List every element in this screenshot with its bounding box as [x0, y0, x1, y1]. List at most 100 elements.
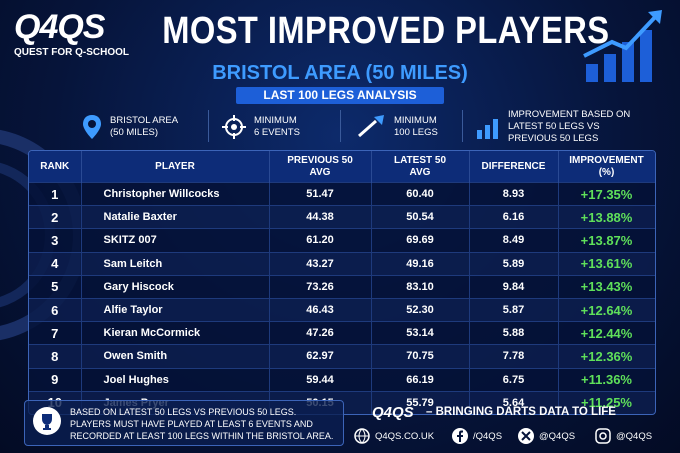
criterion: MINIMUM 100 LEGS [356, 110, 438, 144]
cell: Joel Hughes [81, 367, 270, 392]
pin-icon [83, 115, 101, 139]
header-line: PREVIOUS 50 [287, 154, 353, 166]
table: RANK PLAYER PREVIOUS 50 AVG LATEST 50 AVG DIFF… [28, 150, 656, 415]
criterion-line: PREVIOUS 50 LEGS [508, 133, 599, 144]
separator [340, 110, 341, 142]
table-row: 3 SKITZ 007 61.20 69.69 8.49 +13.87% [29, 228, 655, 253]
header-line: PLAYER [155, 160, 195, 172]
cell: 5.88 [469, 321, 559, 345]
cell: +12.36% [558, 344, 655, 368]
social-link: /Q4QS [452, 428, 502, 444]
note-line: RECORDED AT LEAST 100 LEGS WITHIN THE BR… [70, 431, 334, 441]
criterion-text: MINIMUM 100 LEGS [394, 115, 438, 139]
subtitle: BRISTOL AREA (50 MILES) [212, 62, 468, 84]
cell: 7 [29, 321, 82, 345]
separator [462, 110, 463, 142]
criterion-line: 100 LEGS [394, 127, 438, 138]
logo-tagline: QUEST FOR Q-SCHOOL [14, 47, 129, 58]
header-line: LATEST 50 [393, 154, 447, 166]
cell: 55.79 [371, 390, 470, 414]
cell: 9.84 [469, 274, 559, 299]
cell: Alfie Taylor [81, 297, 270, 322]
cell: Natalie Baxter [81, 205, 270, 229]
cell: 47.26 [269, 321, 372, 345]
social-handle: /Q4QS [473, 430, 503, 442]
header-row: RANK PLAYER PREVIOUS 50 AVG LATEST 50 AVG DIFF… [29, 151, 655, 183]
criterion: MINIMUM 6 EVENTS [222, 110, 300, 144]
cell: 4 [29, 251, 82, 276]
cell: Christopher Willcocks [81, 181, 270, 206]
cell: 52.30 [371, 297, 470, 322]
badge: LAST 100 LEGS ANALYSIS [236, 87, 444, 104]
cell: 44.38 [269, 205, 372, 229]
cell: 43.27 [269, 251, 372, 276]
criterion-line: MINIMUM [394, 115, 437, 126]
social-handle: @Q4QS [616, 430, 653, 442]
header-line: RANK [40, 160, 70, 172]
table-row: 8 Owen Smith 62.97 70.75 7.78 +12.36% [29, 344, 655, 368]
note-line: BASED ON LATEST 50 LEGS VS PREVIOUS 50 L… [70, 407, 297, 417]
column-header: DIFFERENCE [469, 151, 559, 183]
column-header: IMPROVEMENT (%) [558, 151, 655, 183]
cell: 5.87 [469, 297, 559, 322]
header-line: AVG [309, 166, 331, 178]
cell: +13.88% [558, 205, 655, 229]
logo: Q4QS [14, 8, 105, 46]
social-icon [595, 428, 611, 444]
column-header: LATEST 50 AVG [371, 151, 470, 183]
cell: 7.78 [469, 344, 559, 368]
cell: 51.47 [269, 181, 372, 206]
criterion-line: IMPROVEMENT BASED ON [508, 109, 631, 120]
social-handle: Q4QS.CO.UK [375, 430, 435, 442]
header-line: (%) [598, 166, 615, 178]
criterion-line: 6 EVENTS [254, 127, 300, 138]
leaderboard: RANK PLAYER PREVIOUS 50 AVG LATEST 50 AVG DIFF… [29, 151, 655, 414]
table-row: 9 Joel Hughes 59.44 66.19 6.75 +11.36% [29, 367, 655, 392]
cell: 3 [29, 228, 82, 253]
cell: Gary Hiscock [81, 274, 270, 299]
target-icon [222, 115, 246, 139]
cell: 2 [29, 205, 82, 229]
cell: 66.19 [371, 367, 470, 392]
cell: 60.40 [371, 181, 470, 206]
slogan: – BRINGING DARTS DATA TO LIFE [426, 406, 616, 418]
table-row: 6 Alfie Taylor 46.43 52.30 5.87 +12.64% [29, 297, 655, 322]
social-link: @Q4QS [595, 428, 652, 444]
cell: +12.64% [558, 297, 655, 322]
criterion-line: BRISTOL AREA [110, 115, 179, 126]
column-header: PLAYER [81, 151, 270, 183]
cell: 5 [29, 274, 82, 299]
cell: 62.97 [269, 344, 372, 368]
cell: 9 [29, 367, 82, 392]
cell: +13.43% [558, 274, 655, 299]
cell: Sam Leitch [81, 251, 270, 276]
cell: 61.20 [269, 228, 372, 253]
social-icon [518, 428, 534, 444]
cell: +11.25% [558, 390, 655, 414]
cell: 8.49 [469, 228, 559, 253]
cell: 73.26 [269, 274, 372, 299]
cell: 8.93 [469, 181, 559, 206]
criterion: IMPROVEMENT BASED ON LATEST 50 LEGS VS PRE… [476, 109, 630, 145]
social-link: Q4QS.CO.UK [354, 428, 434, 444]
cell: Owen Smith [81, 344, 270, 368]
header-line: AVG [409, 166, 431, 178]
cell: 1 [29, 181, 82, 206]
growth-icon [583, 10, 662, 82]
cell: 53.14 [371, 321, 470, 345]
separator [208, 110, 209, 142]
social-icon [452, 428, 468, 444]
criterion-text: IMPROVEMENT BASED ON LATEST 50 LEGS VS PRE… [508, 109, 630, 145]
cell: +13.61% [558, 251, 655, 276]
cell: 6 [29, 297, 82, 322]
table-body: 1 Christopher Willcocks 51.47 60.40 8.93 +17.… [29, 181, 655, 414]
social-link: @Q4QS [518, 428, 575, 444]
column-header: PREVIOUS 50 AVG [269, 151, 372, 183]
column-header: RANK [29, 151, 82, 183]
cell: +17.35% [558, 181, 655, 206]
cell: 70.75 [371, 344, 470, 368]
cell: +11.36% [558, 367, 655, 392]
bars-icon [477, 119, 498, 139]
cell: 83.10 [371, 274, 470, 299]
